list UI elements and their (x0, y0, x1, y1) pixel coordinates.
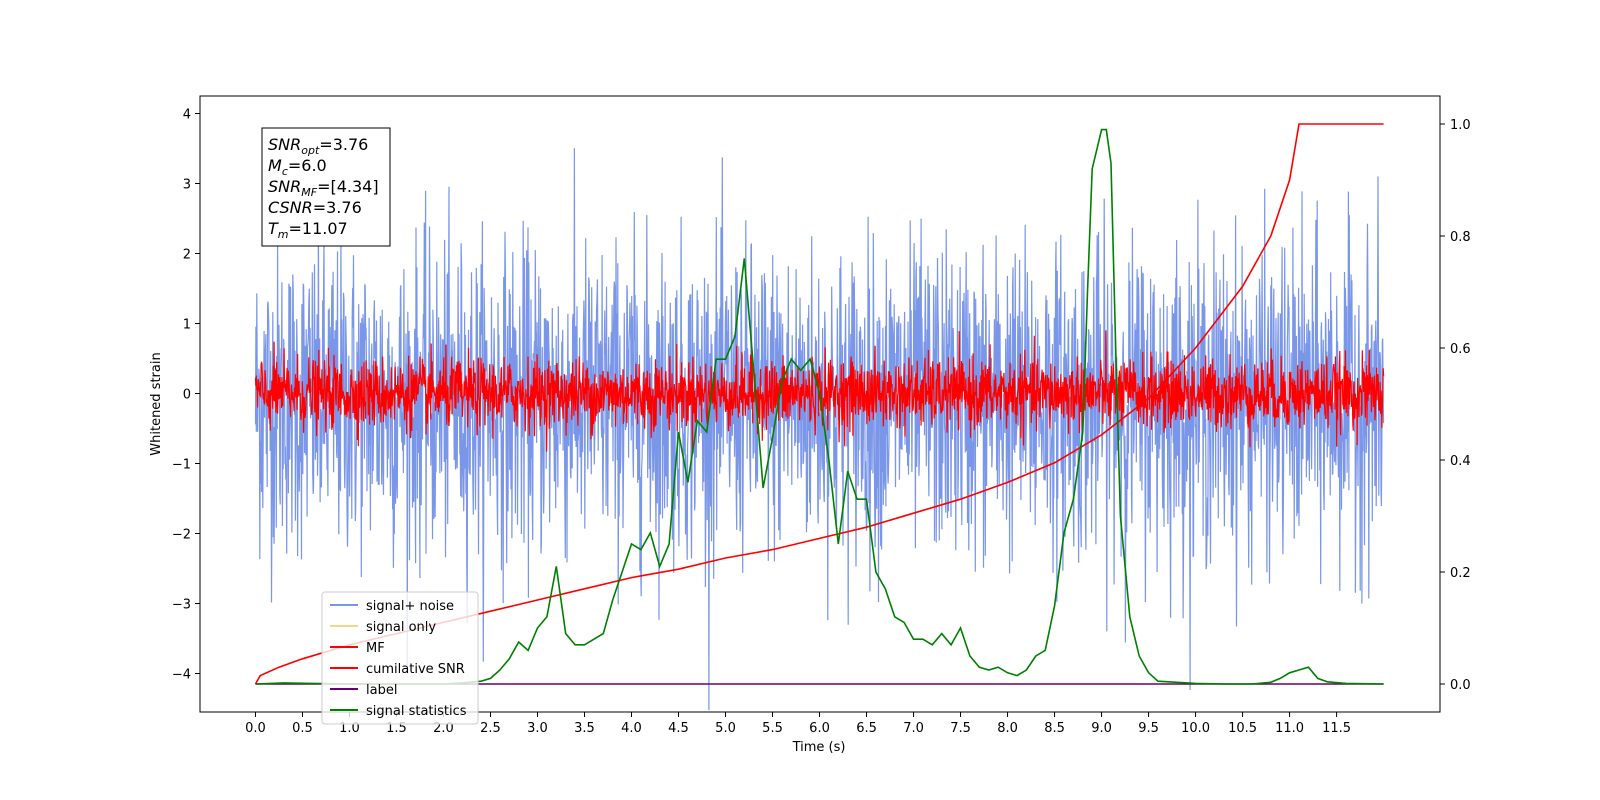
x-tick-label: 0.0 (245, 721, 266, 736)
axis-ticks: 0.0 0.5 1.0 1.5 2.0 2.5 3.0 3.5 4.0 4.5 5.0 5.5 6.0 6… (172, 108, 1471, 737)
x-tick-label: 8.5 (1044, 721, 1065, 736)
x-axis-label: Time (s) (792, 740, 846, 755)
x-tick-label: 3.0 (527, 721, 548, 736)
x-tick-label: 9.0 (1091, 721, 1112, 736)
annotation-line: Tm=11.07 (268, 219, 348, 241)
x-tick-label: 6.0 (809, 721, 830, 736)
legend-label: signal+ noise (366, 599, 454, 614)
y2-tick-label: 0.6 (1450, 342, 1471, 357)
x-tick-label: 0.5 (292, 721, 313, 736)
series-line-5 (255, 128, 1384, 685)
x-tick-label: 2.0 (433, 721, 454, 736)
annotation-frame (261, 127, 391, 247)
x-tick-label: 2.5 (480, 721, 501, 736)
x-tick-label: 1.0 (339, 721, 360, 736)
y2-tick-label: 0.2 (1450, 566, 1471, 581)
annotation-line: Mc=6.0 (268, 156, 327, 178)
legend-label: signal only (366, 620, 436, 635)
y2-tick-label: 0.8 (1450, 230, 1471, 245)
y-tick-label: 0 (183, 388, 191, 403)
y-tick-label: −3 (172, 598, 191, 613)
x-tick-label: 3.5 (574, 721, 595, 736)
legend-label: label (366, 683, 397, 698)
y2-tick-label: 1.0 (1450, 118, 1471, 133)
x-tick-label: 8.0 (997, 721, 1018, 736)
x-tick-label: 7.5 (950, 721, 971, 736)
x-tick-label: 4.5 (668, 721, 689, 736)
y-tick-label: −1 (172, 458, 191, 473)
annotation-line: SNRMF=[4.34] (268, 177, 379, 199)
y-tick-label: 1 (183, 318, 191, 333)
x-tick-label: 1.5 (386, 721, 407, 736)
x-tick-label: 4.0 (621, 721, 642, 736)
y2-tick-label: 0.0 (1450, 678, 1471, 693)
legend-label: cumilative SNR (366, 662, 465, 677)
x-tick-label: 11.5 (1322, 721, 1351, 736)
y-tick-label: 2 (183, 248, 191, 263)
y-axis-label: Whitened strain (149, 352, 164, 455)
y-tick-label: −2 (172, 528, 191, 543)
x-tick-label: 5.5 (762, 721, 783, 736)
y-tick-label: −4 (172, 668, 191, 683)
legend-label: MF (366, 641, 385, 656)
y2-tick-label: 0.4 (1450, 454, 1471, 469)
y-tick-label: 3 (183, 178, 191, 193)
annotation-line: CSNR=3.76 (268, 198, 362, 217)
x-tick-label: 10.0 (1181, 721, 1210, 736)
x-tick-label: 7.0 (903, 721, 924, 736)
x-tick-label: 9.5 (1138, 721, 1159, 736)
x-tick-label: 6.5 (856, 721, 877, 736)
x-tick-label: 10.5 (1228, 721, 1257, 736)
legend-label: signal statistics (366, 704, 467, 719)
x-tick-label: 5.0 (715, 721, 736, 736)
legend: signal+ noise signal only MF cumilative SNR… (321, 591, 479, 725)
x-tick-label: 11.0 (1275, 721, 1304, 736)
series-line-2 (254, 330, 1385, 453)
legend-frame (321, 591, 479, 725)
y-tick-label: 4 (183, 108, 191, 123)
annotation-line: SNRopt=3.76 (268, 135, 368, 157)
